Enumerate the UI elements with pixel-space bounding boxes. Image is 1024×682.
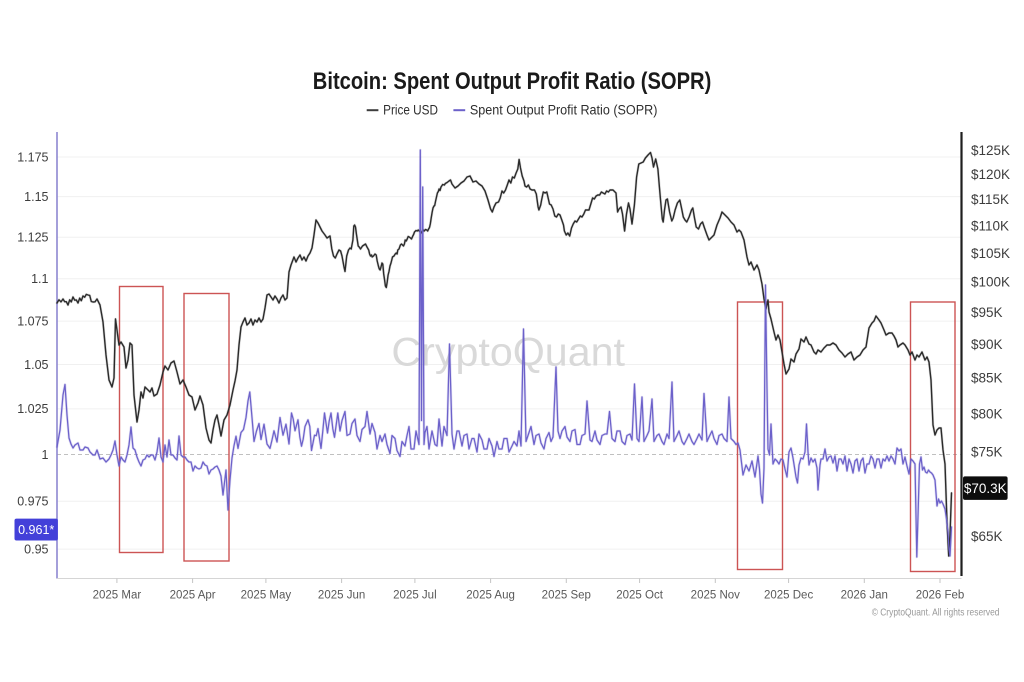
svg-text:$125K: $125K [971,143,1010,158]
svg-text:$95K: $95K [971,305,1003,320]
svg-text:$90K: $90K [971,337,1003,352]
svg-text:$65K: $65K [971,529,1003,544]
svg-text:CryptoQuant: CryptoQuant [391,331,625,375]
svg-text:© CryptoQuant. All rights rese: © CryptoQuant. All rights reserved [872,606,1000,618]
svg-text:Spent Output Profit Ratio (SOP: Spent Output Profit Ratio (SOPR) [470,102,658,117]
svg-text:1.025: 1.025 [17,402,48,416]
svg-text:1.075: 1.075 [17,314,48,328]
svg-text:2026 Feb: 2026 Feb [916,590,965,602]
svg-text:Price USD: Price USD [383,102,438,117]
svg-text:Bitcoin: Spent Output Profit R: Bitcoin: Spent Output Profit Ratio (SOPR… [313,68,712,95]
svg-text:2025 Oct: 2025 Oct [616,590,663,602]
svg-text:$120K: $120K [971,167,1010,182]
svg-text:2025 Jul: 2025 Jul [393,590,436,602]
svg-text:$85K: $85K [971,371,1003,386]
svg-text:$110K: $110K [971,218,1009,233]
svg-text:2025 Apr: 2025 Apr [170,590,216,602]
svg-text:1.125: 1.125 [17,231,48,245]
svg-text:$105K: $105K [971,246,1010,261]
svg-text:2025 Mar: 2025 Mar [93,590,142,602]
svg-text:$80K: $80K [971,406,1003,421]
svg-text:0.975: 0.975 [17,495,48,509]
svg-text:2025 Sep: 2025 Sep [542,590,591,602]
svg-text:$115K: $115K [971,192,1009,207]
svg-text:2025 Jun: 2025 Jun [318,590,365,602]
svg-text:$75K: $75K [971,444,1003,459]
svg-text:2025 Aug: 2025 Aug [466,590,515,602]
svg-text:2026 Jan: 2026 Jan [841,590,888,602]
svg-text:1.15: 1.15 [24,190,48,204]
svg-text:0.961*: 0.961* [18,523,54,537]
svg-text:$100K: $100K [971,275,1010,290]
svg-text:2025 Dec: 2025 Dec [764,590,813,602]
svg-text:1.05: 1.05 [24,358,48,372]
svg-text:1.175: 1.175 [17,150,48,164]
svg-text:$70.3K: $70.3K [964,481,1007,496]
svg-text:2025 Nov: 2025 Nov [691,590,740,602]
svg-text:1.1: 1.1 [31,272,48,286]
svg-text:1: 1 [42,448,49,462]
svg-text:0.95: 0.95 [24,542,48,556]
svg-text:2025 May: 2025 May [241,590,292,602]
